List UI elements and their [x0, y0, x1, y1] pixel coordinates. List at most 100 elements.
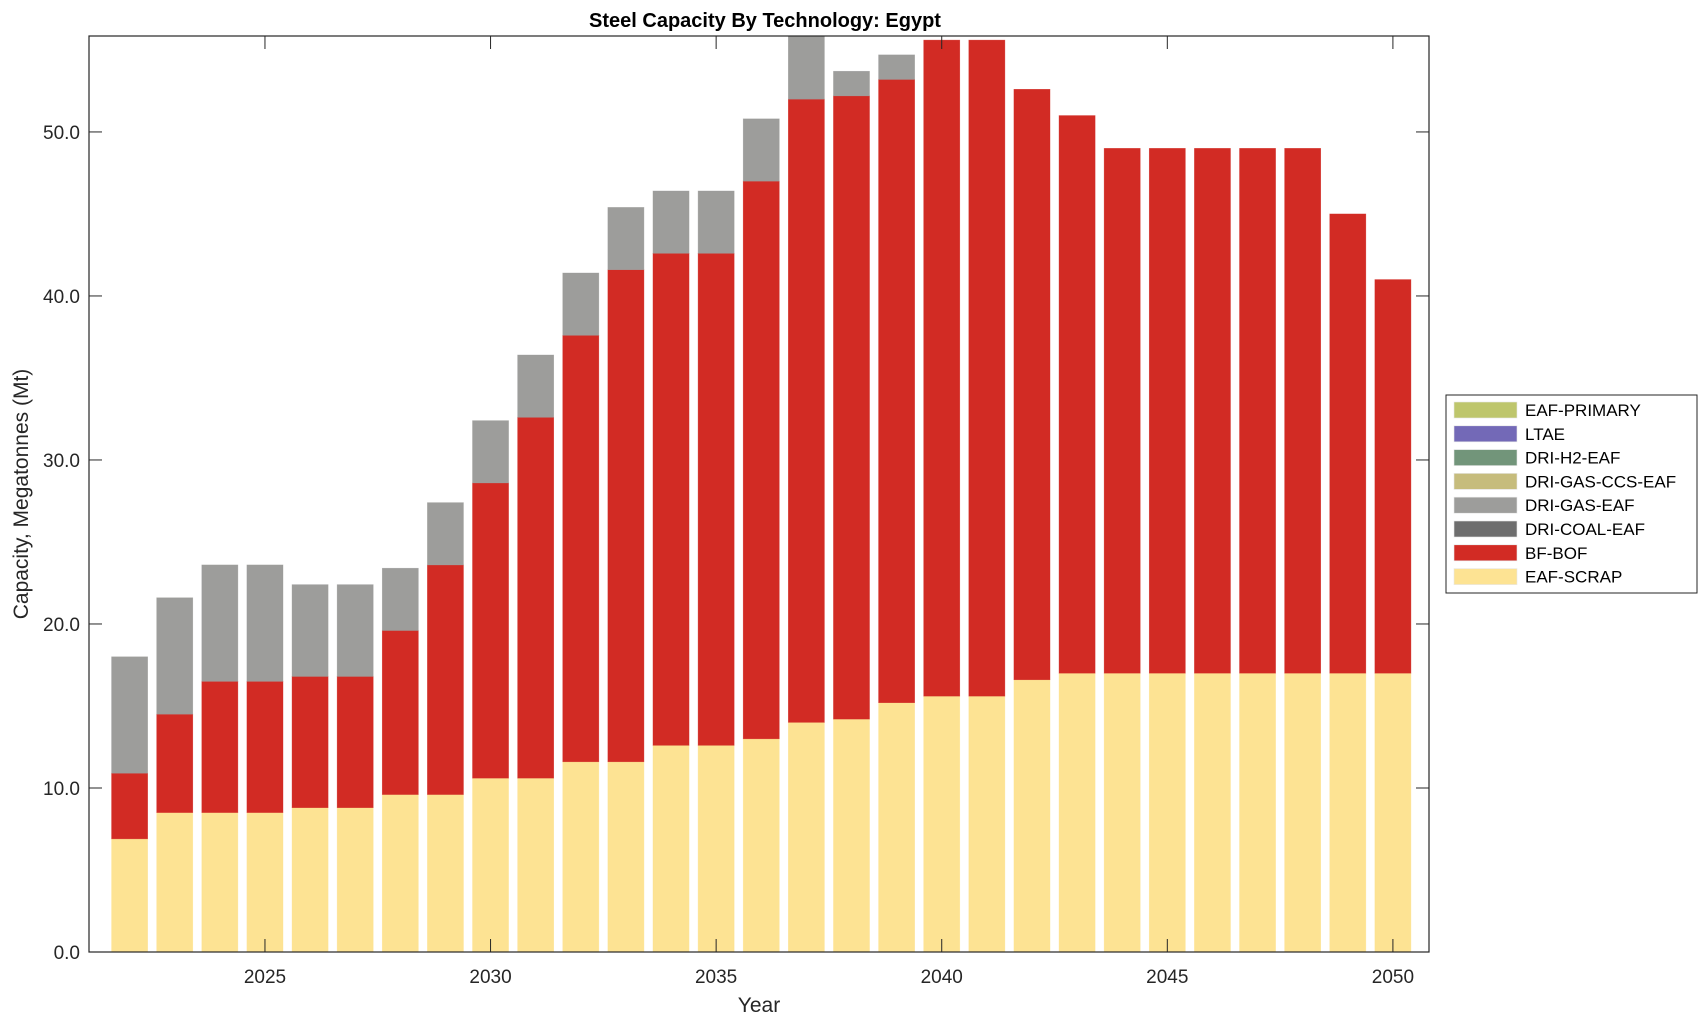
- y-tick-label: 0.0: [54, 943, 80, 964]
- bar-segment-bf-bof-2037: [788, 98, 825, 723]
- legend-swatch: [1453, 401, 1518, 419]
- bar-segment-bf-bof-2029: [427, 564, 464, 795]
- x-tick-label: 2045: [1146, 967, 1188, 988]
- bar-segment-dri-gas-eaf-2026: [291, 584, 329, 677]
- y-tick-label: 30.0: [43, 451, 80, 472]
- bar-segment-eaf-scrap-2027: [336, 807, 374, 952]
- chart-title: Steel Capacity By Technology: Egypt: [589, 10, 941, 32]
- y-tick-label: 40.0: [43, 287, 80, 308]
- bar-segment-eaf-scrap-2033: [607, 761, 645, 952]
- y-tick-label: 20.0: [43, 615, 80, 636]
- bar-segment-bf-bof-2049: [1329, 213, 1367, 674]
- legend-swatch: [1453, 473, 1518, 490]
- x-tick-label: 2035: [695, 967, 737, 988]
- bar-segment-dri-gas-eaf-2038: [833, 70, 870, 97]
- bar-segment-bf-bof-2036: [742, 180, 780, 740]
- bar-segment-bf-bof-2050: [1374, 279, 1412, 674]
- bar-segment-eaf-scrap-2026: [291, 807, 329, 952]
- bar-segment-dri-gas-eaf-2022: [111, 656, 148, 774]
- legend-label: BF-BOF: [1525, 544, 1587, 563]
- bar-segment-eaf-scrap-2024: [201, 812, 239, 952]
- bar-segment-eaf-scrap-2044: [1103, 672, 1141, 952]
- bar-segment-bf-bof-2047: [1239, 148, 1276, 674]
- bar-segment-bf-bof-2038: [833, 95, 870, 720]
- legend-item-dri-gas-eaf: DRI-GAS-EAF: [1453, 496, 1635, 515]
- bar-segment-bf-bof-2044: [1103, 148, 1141, 674]
- legend-swatch: [1453, 544, 1518, 562]
- bar-segment-dri-gas-eaf-2025: [246, 564, 284, 682]
- bar-segment-dri-gas-eaf-2028: [381, 567, 419, 631]
- bar-segment-eaf-scrap-2043: [1058, 672, 1096, 952]
- legend: EAF-PRIMARY LTAE DRI-H2-EAF DRI-GAS-CCS-EAF…: [1445, 394, 1698, 594]
- bar-segment-dri-gas-eaf-2029: [427, 502, 464, 566]
- bar-segment-bf-bof-2034: [652, 253, 690, 746]
- axis-ticks: 2025 2030 2035 2040 2045 2050 0.0 10.0 20.0 30.0 4…: [43, 36, 1429, 988]
- bar-segment-bf-bof-2043: [1058, 115, 1096, 674]
- bar-segment-bf-bof-2024: [201, 681, 239, 813]
- legend-label: LTAE: [1525, 425, 1565, 444]
- bar-segment-eaf-scrap-2045: [1148, 672, 1186, 952]
- bar-segment-eaf-scrap-2048: [1284, 672, 1322, 952]
- bar-segment-bf-bof-2023: [156, 713, 194, 813]
- legend-swatch: [1453, 496, 1518, 514]
- bar-segment-eaf-scrap-2047: [1239, 672, 1276, 952]
- bar-segment-eaf-scrap-2049: [1329, 672, 1367, 952]
- legend-label: DRI-H2-EAF: [1525, 449, 1620, 468]
- bar-segment-eaf-scrap-2041: [968, 695, 1006, 952]
- bar-segment-eaf-scrap-2050: [1374, 672, 1412, 952]
- bar-segment-eaf-scrap-2039: [878, 702, 915, 952]
- bar-segment-bf-bof-2022: [111, 772, 148, 840]
- legend-swatch: [1453, 568, 1518, 585]
- x-tick-label: 2040: [921, 967, 963, 988]
- bar-segment-eaf-scrap-2036: [742, 738, 780, 952]
- bar-segment-eaf-scrap-2046: [1194, 672, 1231, 952]
- bar-segment-dri-gas-eaf-2031: [517, 354, 555, 418]
- y-axis-title: Capacity, Megatonnes (Mt): [10, 369, 33, 620]
- legend-item-dri-h2-eaf: DRI-H2-EAF: [1453, 449, 1620, 468]
- x-tick-label: 2025: [244, 967, 286, 988]
- bar-segment-bf-bof-2039: [878, 79, 915, 703]
- legend-swatch: [1453, 425, 1518, 443]
- bar-segment-eaf-scrap-2023: [156, 812, 194, 952]
- bar-segment-eaf-scrap-2022: [111, 838, 148, 952]
- x-axis-title: Year: [738, 994, 780, 1017]
- x-tick-label: 2030: [469, 967, 511, 988]
- legend-item-ltae: LTAE: [1453, 425, 1565, 444]
- x-tick-label: 2050: [1372, 967, 1414, 988]
- bar-segment-dri-gas-eaf-2023: [156, 597, 194, 715]
- bars-layer: [111, 36, 1412, 952]
- bar-segment-bf-bof-2025: [246, 681, 284, 813]
- legend-box: [1445, 394, 1698, 594]
- bar-segment-dri-gas-eaf-2037: [788, 36, 825, 100]
- bar-segment-bf-bof-2027: [336, 676, 374, 808]
- legend-swatch: [1453, 520, 1518, 538]
- bar-segment-dri-gas-eaf-2027: [336, 584, 374, 677]
- legend-item-eaf-primary: EAF-PRIMARY: [1453, 401, 1641, 420]
- bar-segment-eaf-scrap-2034: [652, 745, 690, 952]
- bar-segment-bf-bof-2026: [291, 676, 329, 808]
- legend-item-dri-coal-eaf: DRI-COAL-EAF: [1453, 520, 1645, 539]
- bar-segment-bf-bof-2041: [968, 39, 1006, 697]
- bar-segment-bf-bof-2032: [562, 335, 600, 763]
- bar-segment-bf-bof-2040: [923, 39, 961, 697]
- plot-area-frame: [88, 35, 1430, 953]
- bar-segment-eaf-scrap-2038: [833, 718, 870, 952]
- bar-segment-eaf-scrap-2040: [923, 695, 961, 952]
- bar-segment-bf-bof-2048: [1284, 148, 1322, 674]
- bar-segment-dri-gas-eaf-2036: [742, 118, 780, 182]
- bar-segment-bf-bof-2028: [381, 630, 419, 795]
- legend-label: DRI-COAL-EAF: [1525, 520, 1645, 539]
- bar-segment-bf-bof-2031: [517, 417, 555, 779]
- bar-segment-eaf-scrap-2030: [472, 777, 509, 952]
- legend-label: DRI-GAS-EAF: [1525, 496, 1635, 515]
- bar-segment-bf-bof-2045: [1148, 148, 1186, 674]
- bar-segment-eaf-scrap-2042: [1013, 679, 1051, 952]
- legend-swatch: [1453, 449, 1518, 466]
- bar-segment-eaf-scrap-2035: [697, 745, 735, 952]
- y-tick-label: 50.0: [43, 123, 80, 144]
- legend-label: DRI-GAS-CCS-EAF: [1525, 472, 1676, 491]
- bar-segment-dri-gas-eaf-2024: [201, 564, 239, 682]
- bar-segment-dri-gas-eaf-2032: [562, 272, 600, 336]
- legend-label: EAF-SCRAP: [1525, 568, 1622, 587]
- legend-item-dri-gas-ccs-eaf: DRI-GAS-CCS-EAF: [1453, 472, 1676, 491]
